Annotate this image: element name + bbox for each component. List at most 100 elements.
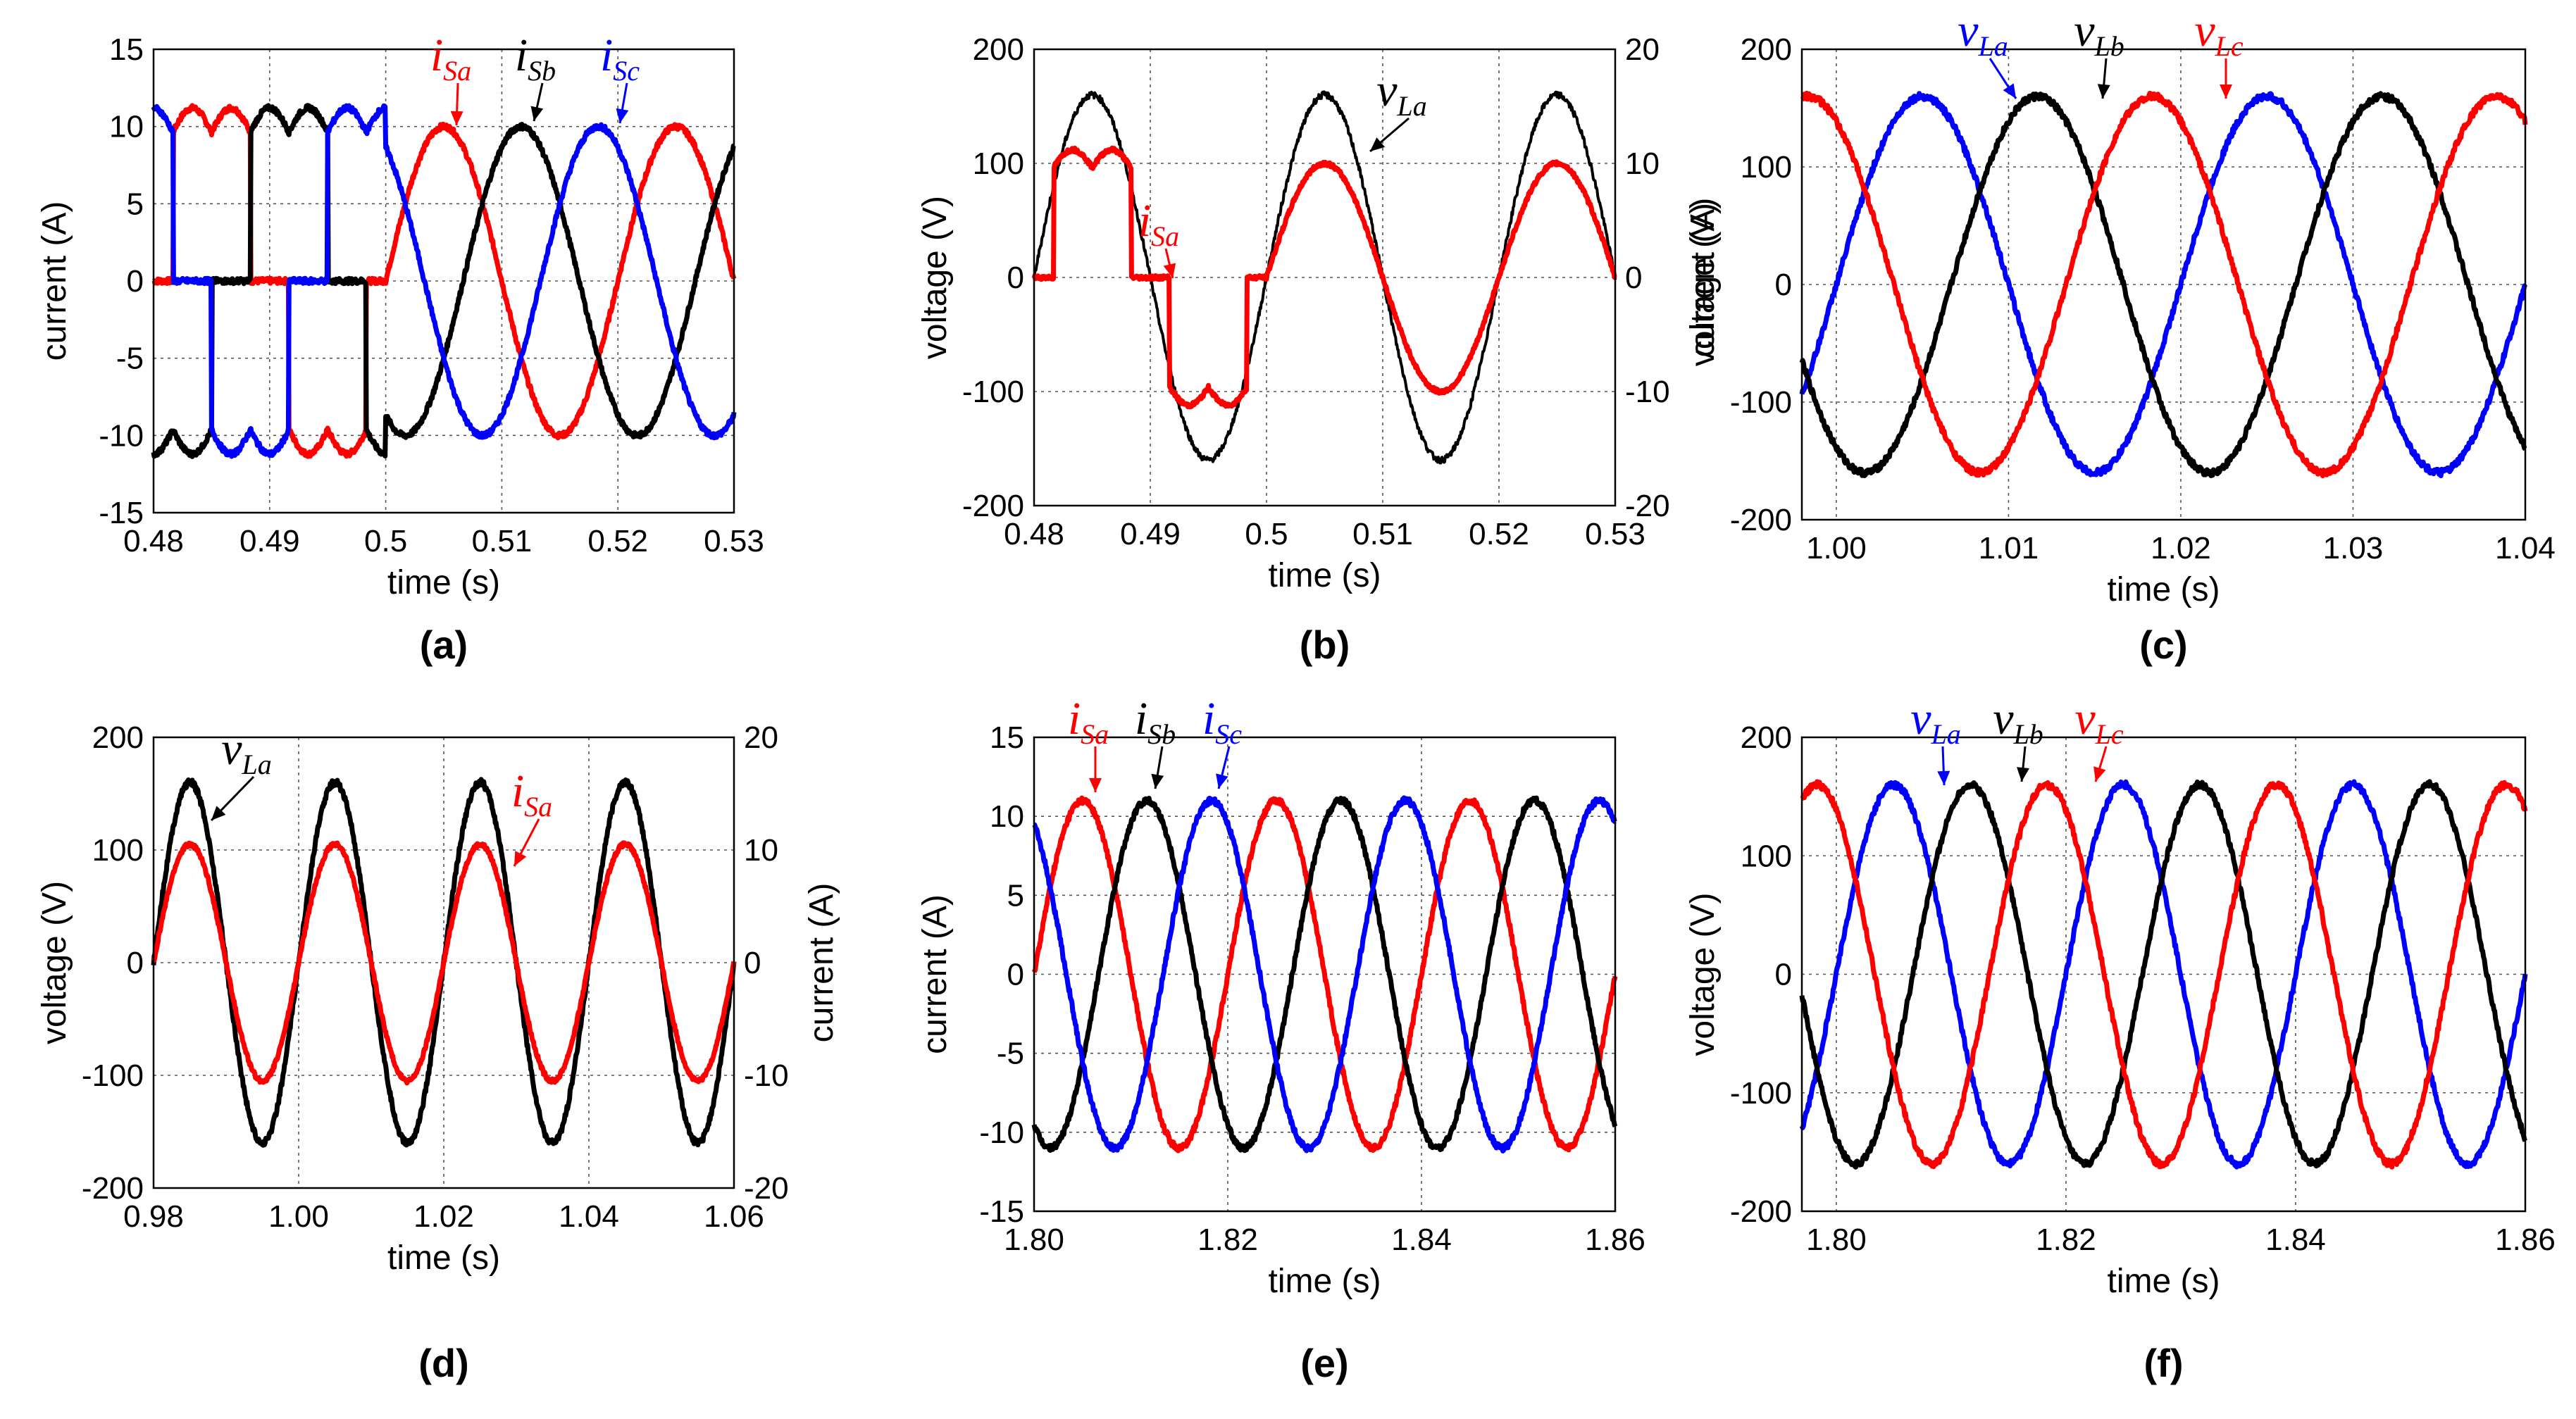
x-tick-label: 0.5 (364, 524, 407, 558)
series-line-iSc (1032, 795, 1617, 1154)
label-arrowhead (1089, 778, 1102, 792)
x-tick-label: 1.86 (1585, 1223, 1645, 1257)
series-line-iSa (1031, 145, 1617, 410)
grid-b (1034, 49, 1615, 506)
chart-e: 1.80 1.82 1.84 1.86 15 10 5 0 -5 -10 -15 time (s) cu… (916, 693, 1645, 1385)
label-arrowhead (616, 108, 629, 123)
series-line-iSb (1031, 795, 1618, 1154)
y-axis-label: current (A) (36, 201, 73, 361)
y-right-tick-label: 0 (744, 946, 761, 980)
panel-label: (c) (2139, 623, 2187, 667)
series-line-vLb (1799, 779, 2528, 1170)
y-right-tick-label: 20 (744, 720, 778, 755)
label-arrowhead (2220, 85, 2232, 99)
grid-c (1802, 49, 2525, 520)
y-right-tick-label: -10 (1625, 375, 1670, 409)
label-arrowhead (1163, 263, 1176, 278)
plot-frame (1033, 736, 1617, 1213)
series-label-vLc: vLc (2074, 693, 2124, 750)
series-label-iSb: iSb (1135, 693, 1176, 750)
x-tick-label: 1.02 (413, 1199, 474, 1234)
y-tick-label: -10 (979, 1115, 1024, 1150)
y-tick-label: 200 (1741, 32, 1792, 67)
y-tick-label: 200 (973, 32, 1024, 67)
plot-frame (1800, 48, 2527, 521)
series-label-iSc: iSc (1202, 693, 1242, 750)
series-line-vLc (1800, 779, 2528, 1170)
y-right-tick-label: -10 (744, 1058, 789, 1093)
series-label-iSc: iSc (600, 30, 640, 87)
series-label-vLa: vLa (1958, 5, 2008, 62)
x-tick-label: 0.48 (123, 524, 184, 558)
y-tick-label: 15 (990, 720, 1024, 755)
y-tick-label: 0 (1007, 261, 1024, 295)
x-tick-label: 1.84 (1391, 1223, 1452, 1257)
y-right-tick-label: -20 (1625, 489, 1670, 523)
label-arrowhead (1151, 773, 1164, 789)
series-label-vLb: vLb (2074, 5, 2124, 62)
series-label-iSa: iSa (1068, 693, 1109, 750)
series-line-iSa (1031, 795, 1618, 1154)
series-label-iSa: iSa (430, 30, 471, 87)
y-tick-label: 15 (109, 32, 144, 67)
y-right-axis-label: current (A) (803, 883, 840, 1043)
chart-c: 1.00 1.01 1.02 1.03 1.04 200 100 0 -100 -200 time … (1684, 5, 2556, 667)
chart-b: 0.48 0.49 0.5 0.51 0.52 0.532001000-100-20020… (916, 32, 1722, 667)
x-axis-label: time (s) (387, 1239, 500, 1277)
x-tick-label: 0.48 (1004, 517, 1064, 551)
series-label-vLa: vLa (1910, 693, 1961, 750)
label-arrowhead (211, 806, 226, 820)
chart-a: 0.48 0.49 0.5 0.51 0.52 0.53 15 10 5 0 -5 -10 -15 tim… (36, 30, 764, 667)
y-tick-label: 200 (92, 720, 144, 755)
y-tick-label: -15 (99, 496, 144, 530)
x-axis-label: time (s) (387, 564, 500, 601)
y-tick-label: -100 (962, 375, 1024, 409)
series-label-vLa: vLa (221, 723, 272, 780)
x-tick-label: 1.02 (2151, 531, 2211, 565)
y-tick-label: -10 (99, 418, 144, 453)
series-line-vLa (1799, 779, 2528, 1170)
x-tick-label: 0.98 (123, 1199, 184, 1234)
series-line-iSc (151, 103, 737, 459)
y-axis-label: voltage (V) (36, 881, 73, 1044)
plot-frame (1800, 736, 2527, 1213)
x-axis-label: time (s) (1269, 557, 1381, 594)
series-label-vLc: vLc (2194, 5, 2244, 62)
y-tick-label: -200 (1730, 503, 1792, 537)
plot-frame (1033, 48, 1617, 507)
label-arrowhead (2093, 766, 2106, 782)
panel-label: (e) (1300, 1341, 1348, 1385)
x-tick-label: 0.49 (239, 524, 300, 558)
y-tick-label: 5 (127, 187, 144, 221)
label-arrowhead (1216, 773, 1228, 789)
y-tick-label: -200 (962, 489, 1024, 523)
x-tick-label: 0.51 (1352, 517, 1413, 551)
y-tick-label: 10 (109, 110, 144, 144)
y-tick-label: -100 (82, 1058, 144, 1093)
label-arrowhead (2097, 84, 2110, 99)
x-tick-label: 1.04 (2495, 531, 2556, 565)
label-arrowhead (1370, 137, 1386, 151)
series-line-vLc (1800, 90, 2528, 479)
y-tick-label: 100 (1741, 839, 1792, 873)
x-tick-label: 1.00 (1806, 531, 1867, 565)
x-tick-label: 0.5 (1245, 517, 1288, 551)
x-tick-label: 0.49 (1120, 517, 1181, 551)
y-right-tick-label: 10 (744, 833, 778, 868)
x-tick-label: 0.51 (472, 524, 533, 558)
panel-label: (f) (2144, 1341, 2184, 1385)
x-tick-label: 0.53 (1585, 517, 1645, 551)
plot-frame (152, 736, 735, 1189)
y-tick-label: 5 (1007, 878, 1024, 913)
y-right-tick-label: 10 (1625, 146, 1660, 181)
y-tick-label: 100 (973, 146, 1024, 181)
x-axis-label: time (s) (2108, 571, 2220, 608)
y-axis-label: voltage (V) (916, 196, 954, 359)
y-axis-label: voltage (V) (1684, 892, 1722, 1056)
label-arrowhead (2003, 83, 2016, 99)
panel-label: (d) (418, 1341, 469, 1385)
y-right-tick-label: -20 (744, 1171, 789, 1206)
chart-d: 0.98 1.00 1.02 1.04 1.062001000-100-20020100… (36, 720, 840, 1385)
series-label-iSa: iSa (1138, 195, 1179, 252)
